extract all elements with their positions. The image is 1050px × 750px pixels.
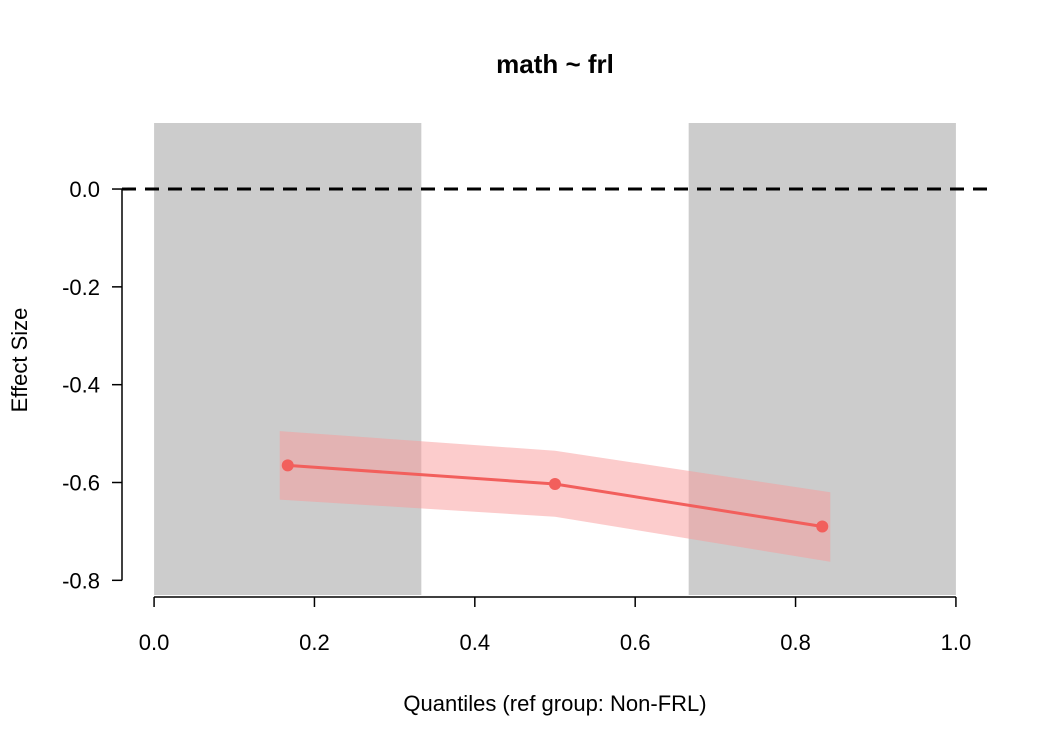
data-point-2 (549, 477, 561, 490)
x-tick-label: 0.4 (460, 630, 491, 655)
x-tick-label: 1.0 (941, 630, 972, 655)
data-point-1 (281, 459, 294, 472)
y-tick-label: -0.2 (62, 275, 100, 300)
y-axis-title: Effect Size (7, 308, 32, 413)
shaded-regions (154, 123, 956, 595)
series-points (281, 459, 829, 533)
shaded-region-1 (154, 123, 422, 595)
y-tick-label: 0.0 (69, 177, 100, 202)
y-tick-label: -0.8 (62, 568, 100, 593)
x-tick-label: 0.8 (780, 630, 811, 655)
axes: 0.0 -0.2 -0.4 -0.6 -0.8 0.0 0.2 0.4 0.6 0.8 1.0 (62, 177, 971, 655)
y-tick-label: -0.4 (62, 373, 100, 398)
x-axis-title: Quantiles (ref group: Non-FRL) (403, 691, 706, 716)
y-tick-label: -0.6 (62, 471, 100, 496)
data-point-3 (816, 520, 829, 533)
confidence-band-1 (279, 431, 831, 562)
x-tick-label: 0.0 (139, 630, 170, 655)
chart-title: math ~ frl (496, 49, 614, 79)
x-tick-label: 0.6 (620, 630, 651, 655)
x-tick-label: 0.2 (299, 630, 330, 655)
confidence-bands (279, 431, 831, 562)
